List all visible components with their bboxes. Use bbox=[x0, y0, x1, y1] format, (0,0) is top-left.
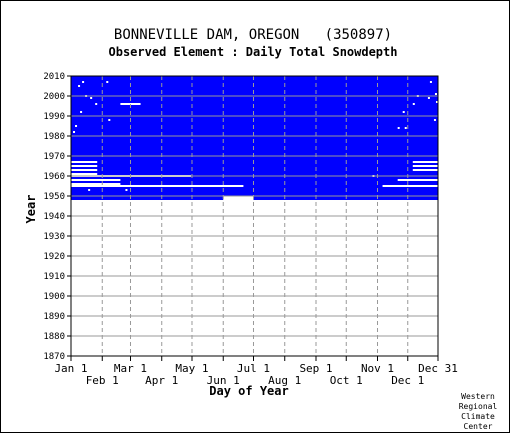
missing-segment bbox=[71, 169, 98, 171]
credit-block: Western Regional Climate Center bbox=[459, 392, 498, 431]
y-tick-label: 1920 bbox=[43, 252, 65, 262]
plot-axes-layer: 1870 1880 1890 1900 1910 1920 1930 1940 1950 1960… bbox=[43, 72, 458, 387]
missing-segment bbox=[71, 161, 98, 163]
missing-segment bbox=[382, 185, 438, 187]
y-tick-label: 1930 bbox=[43, 232, 65, 242]
x-tick-label: Oct 1 bbox=[330, 374, 363, 387]
missing-dot bbox=[435, 101, 438, 103]
x-tick-label: Mar 1 bbox=[114, 362, 147, 375]
y-tick-label: 1970 bbox=[43, 152, 65, 162]
missing-dot bbox=[433, 119, 436, 121]
y-tick-label: 2010 bbox=[43, 72, 65, 82]
y-tick-label: 2000 bbox=[43, 92, 65, 102]
x-tick-label: Aug 1 bbox=[268, 374, 301, 387]
observed-block-edge bbox=[71, 196, 224, 200]
x-tick-label: May 1 bbox=[175, 362, 208, 375]
x-tick-label: Apr 1 bbox=[145, 374, 178, 387]
observed-block-edge bbox=[253, 196, 438, 200]
credit-line-1: Western bbox=[461, 392, 495, 401]
missing-dot bbox=[82, 81, 85, 83]
x-axis-label: Day of Year bbox=[209, 384, 288, 398]
y-tick-label: 1870 bbox=[43, 352, 65, 362]
missing-segment bbox=[397, 179, 438, 181]
missing-segment bbox=[71, 173, 98, 175]
missing-dot bbox=[108, 119, 111, 121]
missing-dot bbox=[402, 111, 405, 113]
missing-segment bbox=[71, 185, 244, 187]
x-tick-label: Sep 1 bbox=[299, 362, 332, 375]
y-tick-label: 1990 bbox=[43, 112, 65, 122]
missing-segment bbox=[71, 179, 121, 181]
missing-dot bbox=[90, 97, 93, 99]
chart-title: BONNEVILLE DAM, OREGON (350897) bbox=[114, 27, 392, 43]
missing-dot bbox=[125, 189, 128, 191]
missing-dot bbox=[95, 103, 98, 105]
missing-dot bbox=[397, 127, 400, 129]
missing-dot bbox=[404, 127, 407, 129]
y-axis-label: Year bbox=[24, 195, 38, 224]
y-tick-label: 1900 bbox=[43, 292, 65, 302]
x-tick-label: Feb 1 bbox=[86, 374, 119, 387]
missing-segment bbox=[71, 165, 98, 167]
missing-segment bbox=[71, 183, 121, 185]
missing-dot bbox=[75, 125, 78, 127]
missing-dot bbox=[80, 111, 83, 113]
y-tick-label: 1960 bbox=[43, 172, 65, 182]
missing-segment bbox=[412, 165, 438, 167]
missing-dot bbox=[429, 81, 432, 83]
credit-line-3: Climate bbox=[461, 412, 495, 421]
y-tick-label: 1880 bbox=[43, 332, 65, 342]
x-tick-label: Nov 1 bbox=[361, 362, 394, 375]
y-tick-label: 1950 bbox=[43, 192, 65, 202]
y-tick-label: 1940 bbox=[43, 212, 65, 222]
missing-dot bbox=[412, 103, 415, 105]
chart-subtitle: Observed Element : Daily Total Snowdepth bbox=[109, 45, 398, 59]
y-tick-label: 1890 bbox=[43, 312, 65, 322]
missing-dot bbox=[427, 97, 430, 99]
x-tick-label: Jan 1 bbox=[54, 362, 87, 375]
missing-dot bbox=[88, 189, 91, 191]
y-tick-label: 1980 bbox=[43, 132, 65, 142]
missing-dot bbox=[434, 93, 437, 95]
credit-line-2: Regional bbox=[459, 402, 498, 411]
missing-dot bbox=[106, 81, 109, 83]
plot-fill-layer bbox=[71, 76, 438, 200]
missing-dot bbox=[78, 85, 81, 87]
x-tick-label: Dec 31 bbox=[418, 362, 458, 375]
x-tick-label: Jul 1 bbox=[237, 362, 270, 375]
x-tick-label: Jun 1 bbox=[207, 374, 240, 387]
missing-dot bbox=[73, 131, 76, 133]
credit-line-4: Center bbox=[464, 422, 493, 431]
missing-segment bbox=[412, 169, 438, 171]
y-tick-label: 1910 bbox=[43, 272, 65, 282]
x-tick-label: Dec 1 bbox=[391, 374, 424, 387]
missing-segment bbox=[412, 161, 438, 163]
